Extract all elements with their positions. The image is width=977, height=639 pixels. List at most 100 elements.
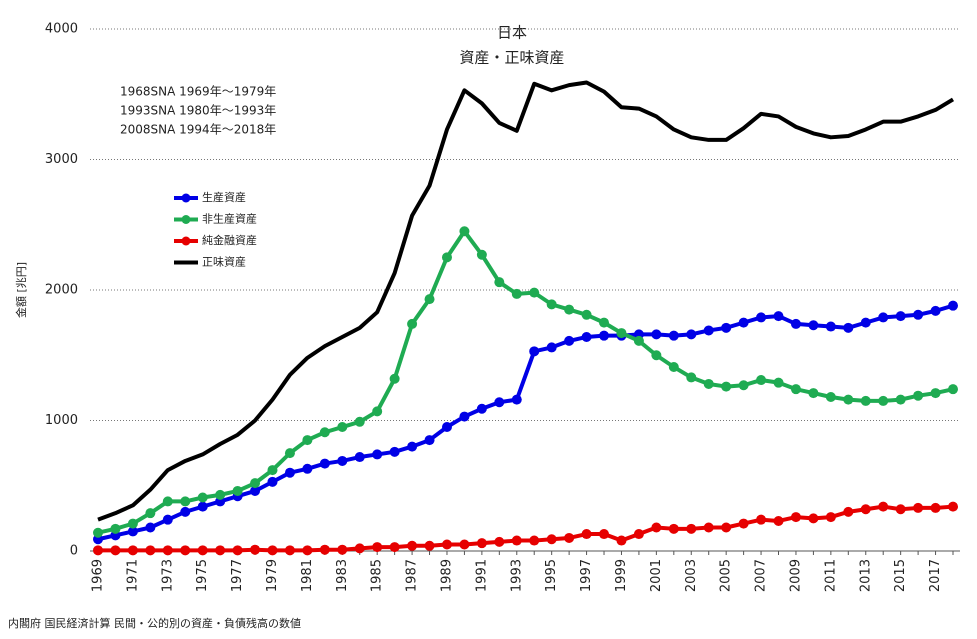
x-tick-label: 2015 [893,559,908,592]
x-tick-label: 1977 [230,559,245,592]
data-point [93,527,103,538]
data-point [633,335,644,346]
data-point [651,350,662,361]
data-point [599,529,610,540]
data-point [948,384,958,395]
data-point [721,522,732,533]
y-tick-label: 0 [70,544,78,559]
data-point [529,346,540,357]
data-point [302,545,313,556]
data-point [895,504,906,515]
data-point [913,390,924,401]
data-point [825,392,836,403]
x-tick-label: 1991 [474,559,489,592]
data-point [127,518,138,529]
data-point [441,422,452,433]
series-line [97,303,954,542]
data-point [546,534,557,545]
data-point [633,529,644,540]
y-tick-label: 3000 [45,152,78,167]
data-point [773,311,784,322]
data-point [703,378,714,389]
data-point [651,329,662,340]
data-point [180,506,191,517]
data-point [808,513,819,524]
data-point [668,523,679,534]
data-point [494,536,505,547]
data-point [319,544,330,555]
data-point [546,299,557,310]
data-point [424,435,435,446]
data-point [494,397,505,408]
x-tick-label: 1997 [579,559,594,592]
data-point [703,325,714,336]
data-point [110,545,121,556]
data-point [930,388,941,399]
data-point [738,317,749,328]
data-point [284,467,295,478]
data-point [302,435,313,446]
annotation: 1968SNA 1969年～1979年 [120,85,276,99]
data-point [599,317,610,328]
legend-label: 生産資産 [202,190,246,204]
data-point [197,501,208,512]
data-point [145,545,156,556]
x-tick-label: 1971 [125,559,140,592]
data-point [756,514,767,525]
data-point [180,545,191,556]
annotation: 1993SNA 1980年～1993年 [120,104,276,118]
x-tick-label: 1985 [370,559,385,592]
x-tick-label: 2005 [719,559,734,592]
data-point [337,544,348,555]
data-point [407,318,418,329]
data-point [110,523,121,534]
data-point [494,277,505,288]
data-point [459,539,470,550]
x-tick-label: 1969 [91,559,106,592]
data-point [721,381,732,392]
data-point [459,226,470,237]
data-point [686,523,697,534]
x-tick-label: 2003 [684,559,699,592]
data-point [250,478,261,489]
data-point [162,514,173,525]
x-tick-label: 2011 [823,559,838,592]
data-point [267,545,278,556]
data-point [389,542,400,553]
data-point [808,388,819,399]
data-point [529,535,540,546]
data-point [756,375,767,386]
data-point [337,455,348,466]
data-point [913,309,924,320]
data-point [738,518,749,529]
data-point [354,543,365,554]
data-point [581,529,592,540]
x-tick-label: 2013 [858,559,873,592]
data-point [476,249,487,260]
x-tick-label: 2017 [928,559,943,592]
data-point [441,252,452,263]
data-point [232,545,243,556]
x-tick-label: 1981 [300,559,315,592]
x-tick-label: 1989 [439,559,454,592]
data-point [250,544,261,555]
data-point [581,331,592,342]
data-point [860,504,871,515]
data-point [581,309,592,320]
data-point [825,321,836,332]
data-point [895,311,906,322]
data-point [127,545,138,556]
legend-label: 非生産資産 [202,212,257,226]
x-tick-label: 1975 [195,559,210,592]
legend-marker [181,193,191,203]
data-point [564,532,575,543]
x-tick-label: 1983 [335,559,350,592]
data-point [372,542,383,553]
data-point [564,335,575,346]
data-point [267,476,278,487]
data-point [337,422,348,433]
data-point [319,427,330,438]
data-point [215,489,226,500]
data-point [668,330,679,341]
data-point [441,539,452,550]
